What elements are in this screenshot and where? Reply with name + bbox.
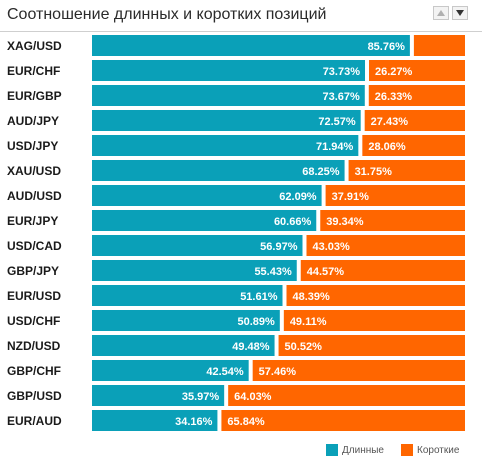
pair-label-usd-chf: USD/CHF: [7, 314, 60, 328]
short-value-label-gbp-usd: 64.03%: [234, 391, 272, 403]
chart-title: Соотношение длинных и коротких позиций: [7, 6, 327, 23]
pair-label-aud-jpy: AUD/JPY: [7, 114, 59, 128]
pair-label-eur-usd: EUR/USD: [7, 289, 61, 303]
long-short-bar-chart: XAG/USD 85.76% EUR/CHF 73.73% 26.27% EUR/GBP 7…: [7, 35, 465, 431]
short-bar-eur-aud: [221, 410, 465, 431]
short-value-label-gbp-chf: 57.46%: [259, 366, 297, 378]
long-value-label-nzd-usd: 49.48%: [232, 341, 270, 353]
short-bar-nzd-usd: [278, 335, 465, 356]
legend-swatch-short: [401, 444, 413, 456]
short-value-label-eur-usd: 48.39%: [293, 291, 331, 303]
short-value-label-aud-usd: 37.91%: [332, 191, 370, 203]
long-value-label-gbp-usd: 35.97%: [182, 391, 220, 403]
short-bar-usd-jpy: [362, 135, 465, 156]
pair-label-gbp-chf: GBP/CHF: [7, 364, 61, 378]
pair-label-aud-usd: AUD/USD: [7, 189, 62, 203]
short-bar-gbp-jpy: [300, 260, 465, 281]
pair-label-gbp-usd: GBP/USD: [7, 389, 62, 403]
pair-label-gbp-jpy: GBP/JPY: [7, 264, 59, 278]
sort-ascending-button[interactable]: [433, 6, 449, 20]
long-value-label-aud-jpy: 72.57%: [318, 116, 356, 128]
short-value-label-eur-gbp: 26.33%: [375, 91, 413, 103]
long-bar-usd-jpy: [92, 135, 359, 156]
legend-label-short: Короткие: [417, 444, 460, 456]
long-bar-xag-usd: [92, 35, 410, 56]
short-bar-eur-gbp: [368, 85, 465, 106]
sort-descending-button[interactable]: [452, 6, 468, 20]
long-bar-gbp-chf: [92, 360, 249, 381]
pair-label-eur-chf: EUR/CHF: [7, 64, 60, 78]
short-value-label-eur-chf: 26.27%: [375, 66, 413, 78]
short-value-label-eur-aud: 65.84%: [227, 416, 265, 428]
long-bar-usd-cad: [92, 235, 303, 256]
short-bar-aud-jpy: [364, 110, 465, 131]
short-bar-eur-jpy: [320, 210, 465, 231]
legend-swatch-long: [326, 444, 338, 456]
long-bar-eur-jpy: [92, 210, 317, 231]
short-bar-usd-cad: [306, 235, 465, 256]
legend-label-long: Длинные: [342, 444, 384, 456]
long-bar-aud-usd: [92, 185, 322, 206]
pair-label-xau-usd: XAU/USD: [7, 164, 61, 178]
long-value-label-xau-usd: 68.25%: [302, 166, 340, 178]
short-bar-xag-usd: [413, 35, 465, 56]
legend-item-short: Короткие: [401, 443, 459, 457]
long-value-label-usd-cad: 56.97%: [260, 241, 298, 253]
long-value-label-usd-jpy: 71.94%: [316, 141, 354, 153]
long-value-label-usd-chf: 50.89%: [238, 316, 276, 328]
pair-label-eur-jpy: EUR/JPY: [7, 214, 58, 228]
short-bar-gbp-usd: [228, 385, 465, 406]
short-value-label-eur-jpy: 39.34%: [326, 216, 364, 228]
pair-label-nzd-usd: NZD/USD: [7, 339, 61, 353]
long-bar-eur-aud: [92, 410, 218, 431]
legend-item-long: Длинные: [326, 443, 384, 457]
header-divider: [0, 31, 482, 32]
short-value-label-usd-chf: 49.11%: [290, 316, 327, 328]
pair-label-usd-jpy: USD/JPY: [7, 139, 58, 153]
long-bar-eur-usd: [92, 285, 283, 306]
long-value-label-eur-gbp: 73.67%: [322, 91, 360, 103]
triangle-down-icon: [456, 10, 464, 16]
short-value-label-xau-usd: 31.75%: [355, 166, 393, 178]
triangle-up-icon: [437, 10, 445, 16]
short-value-label-aud-jpy: 27.43%: [371, 116, 409, 128]
pair-label-eur-gbp: EUR/GBP: [7, 89, 62, 103]
long-bar-aud-jpy: [92, 110, 361, 131]
short-value-label-nzd-usd: 50.52%: [285, 341, 323, 353]
long-value-label-xag-usd: 85.76%: [368, 41, 406, 53]
short-value-label-usd-cad: 43.03%: [312, 241, 350, 253]
long-bar-gbp-usd: [92, 385, 225, 406]
long-value-label-gbp-jpy: 55.43%: [254, 266, 292, 278]
short-value-label-gbp-jpy: 44.57%: [307, 266, 345, 278]
short-bar-aud-usd: [325, 185, 465, 206]
long-value-label-eur-aud: 34.16%: [175, 416, 213, 428]
long-value-label-eur-chf: 73.73%: [323, 66, 361, 78]
short-bar-xau-usd: [348, 160, 465, 181]
short-bar-gbp-chf: [252, 360, 465, 381]
long-value-label-eur-jpy: 60.66%: [274, 216, 312, 228]
long-value-label-gbp-chf: 42.54%: [206, 366, 244, 378]
long-bar-eur-chf: [92, 60, 366, 81]
pair-label-usd-cad: USD/CAD: [7, 239, 62, 253]
short-bar-eur-chf: [369, 60, 465, 81]
chart-header: Соотношение длинных и коротких позиций: [0, 0, 482, 32]
long-value-label-aud-usd: 62.09%: [279, 191, 317, 203]
long-bar-xau-usd: [92, 160, 345, 181]
long-bar-usd-chf: [92, 310, 280, 331]
pair-label-xag-usd: XAG/USD: [7, 39, 62, 53]
short-bar-eur-usd: [286, 285, 465, 306]
long-bar-eur-gbp: [92, 85, 365, 106]
short-value-label-usd-jpy: 28.06%: [368, 141, 406, 153]
long-bar-nzd-usd: [92, 335, 275, 356]
pair-label-eur-aud: EUR/AUD: [7, 414, 62, 428]
long-value-label-eur-usd: 51.61%: [240, 291, 278, 303]
short-bar-usd-chf: [283, 310, 465, 331]
long-bar-gbp-jpy: [92, 260, 297, 281]
